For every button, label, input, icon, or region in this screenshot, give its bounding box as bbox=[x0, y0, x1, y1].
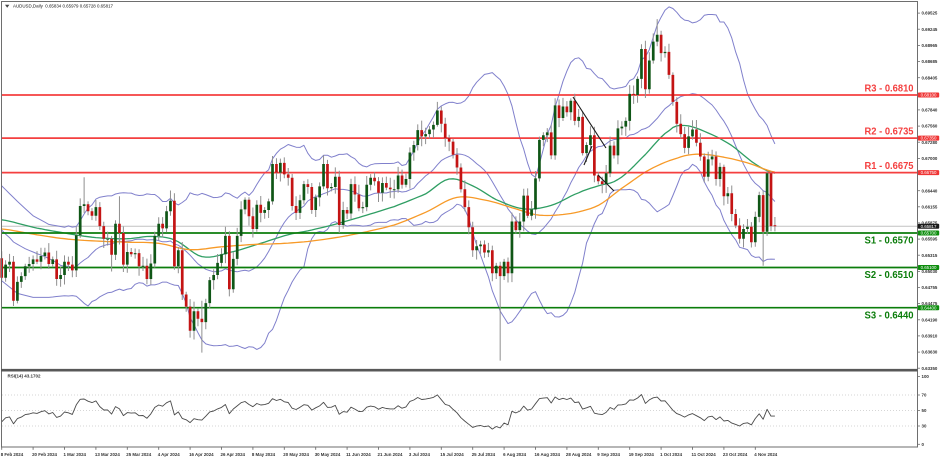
svg-text:23 Oct 2024: 23 Oct 2024 bbox=[723, 452, 748, 457]
svg-text:0.65817: 0.65817 bbox=[921, 224, 937, 229]
svg-text:21 Jun 2024: 21 Jun 2024 bbox=[378, 452, 403, 457]
svg-text:0.64190: 0.64190 bbox=[922, 317, 938, 322]
svg-text:0.67840: 0.67840 bbox=[922, 108, 938, 113]
svg-text:0.64400: 0.64400 bbox=[921, 305, 937, 310]
svg-text:0.66440: 0.66440 bbox=[922, 188, 938, 193]
svg-text:28 Aug 2024: 28 Aug 2024 bbox=[566, 452, 592, 457]
svg-text:16 Apr 2024: 16 Apr 2024 bbox=[189, 452, 214, 457]
svg-text:R2 - 0.6735: R2 - 0.6735 bbox=[865, 125, 914, 137]
svg-text:30: 30 bbox=[922, 424, 927, 429]
svg-text:100: 100 bbox=[922, 374, 930, 379]
svg-text:0.65595: 0.65595 bbox=[922, 237, 938, 242]
svg-text:11 Jun 2024: 11 Jun 2024 bbox=[346, 452, 371, 457]
svg-text:1 Mar 2024: 1 Mar 2024 bbox=[64, 452, 87, 457]
svg-text:8 Feb 2024: 8 Feb 2024 bbox=[1, 452, 24, 457]
svg-text:0.64755: 0.64755 bbox=[922, 285, 938, 290]
svg-text:1 Oct 2024: 1 Oct 2024 bbox=[660, 452, 683, 457]
svg-text:RSI(14) 43.1702: RSI(14) 43.1702 bbox=[8, 374, 42, 379]
svg-text:0.65315: 0.65315 bbox=[922, 253, 938, 258]
svg-text:30 May 2024: 30 May 2024 bbox=[315, 452, 341, 457]
svg-text:0.65100: 0.65100 bbox=[921, 265, 937, 270]
svg-text:R1 - 0.6675: R1 - 0.6675 bbox=[865, 160, 914, 172]
svg-text:0.68405: 0.68405 bbox=[922, 75, 938, 80]
svg-text:0.69525: 0.69525 bbox=[922, 11, 938, 16]
svg-text:0.65030: 0.65030 bbox=[922, 269, 938, 274]
svg-text:0.63630: 0.63630 bbox=[922, 350, 938, 355]
svg-text:R3 - 0.6810: R3 - 0.6810 bbox=[865, 82, 914, 94]
svg-text:0.69245: 0.69245 bbox=[922, 27, 938, 32]
svg-text:S2 - 0.6510: S2 - 0.6510 bbox=[865, 269, 914, 281]
svg-text:0.68965: 0.68965 bbox=[922, 43, 938, 48]
svg-text:0.68100: 0.68100 bbox=[921, 93, 937, 98]
svg-text:50: 50 bbox=[922, 408, 927, 413]
svg-text:25 Mar 2024: 25 Mar 2024 bbox=[126, 452, 151, 457]
svg-text:13 Mar 2024: 13 Mar 2024 bbox=[95, 452, 120, 457]
svg-text:26 Apr 2024: 26 Apr 2024 bbox=[221, 452, 246, 457]
svg-text:S1 - 0.6570: S1 - 0.6570 bbox=[865, 235, 914, 247]
svg-text:4 Apr 2024: 4 Apr 2024 bbox=[158, 452, 181, 457]
svg-text:0.64475: 0.64475 bbox=[922, 301, 938, 306]
svg-text:4 Nov 2024: 4 Nov 2024 bbox=[754, 452, 778, 457]
svg-text:0.66750: 0.66750 bbox=[921, 170, 937, 175]
svg-text:0.67280: 0.67280 bbox=[922, 140, 938, 145]
svg-text:3 Jul 2024: 3 Jul 2024 bbox=[409, 452, 431, 457]
svg-text:19 Sep 2024: 19 Sep 2024 bbox=[629, 452, 655, 457]
svg-text:8 May 2024: 8 May 2024 bbox=[252, 452, 276, 457]
svg-text:9 Sep 2024: 9 Sep 2024 bbox=[597, 452, 620, 457]
svg-text:0.68685: 0.68685 bbox=[922, 59, 938, 64]
svg-text:25 Jul 2024: 25 Jul 2024 bbox=[472, 452, 496, 457]
svg-text:0: 0 bbox=[922, 442, 925, 447]
svg-text:0.65700: 0.65700 bbox=[921, 231, 937, 236]
svg-text:20 Feb 2024: 20 Feb 2024 bbox=[32, 452, 57, 457]
svg-text:0.63910: 0.63910 bbox=[922, 334, 938, 339]
svg-text:0.66155: 0.66155 bbox=[922, 204, 938, 209]
svg-text:S3 - 0.6440: S3 - 0.6440 bbox=[865, 309, 914, 321]
svg-text:0.63350: 0.63350 bbox=[922, 366, 938, 371]
svg-text:0.67350: 0.67350 bbox=[921, 136, 937, 141]
svg-text:11 Oct 2024: 11 Oct 2024 bbox=[692, 452, 717, 457]
svg-text:16 Aug 2024: 16 Aug 2024 bbox=[535, 452, 561, 457]
svg-text:0.67560: 0.67560 bbox=[922, 124, 938, 129]
svg-text:15 Jul 2024: 15 Jul 2024 bbox=[440, 452, 464, 457]
svg-text:20 May 2024: 20 May 2024 bbox=[283, 452, 309, 457]
svg-text:0.65875: 0.65875 bbox=[922, 221, 938, 226]
svg-text:70: 70 bbox=[922, 393, 927, 398]
svg-text:AUDUSD,Daily 0.65834 0.65979: AUDUSD,Daily 0.65834 0.65979 0.65728 0.6… bbox=[13, 3, 113, 9]
svg-text:6 Aug 2024: 6 Aug 2024 bbox=[503, 452, 527, 457]
svg-text:0.67000: 0.67000 bbox=[922, 156, 938, 161]
